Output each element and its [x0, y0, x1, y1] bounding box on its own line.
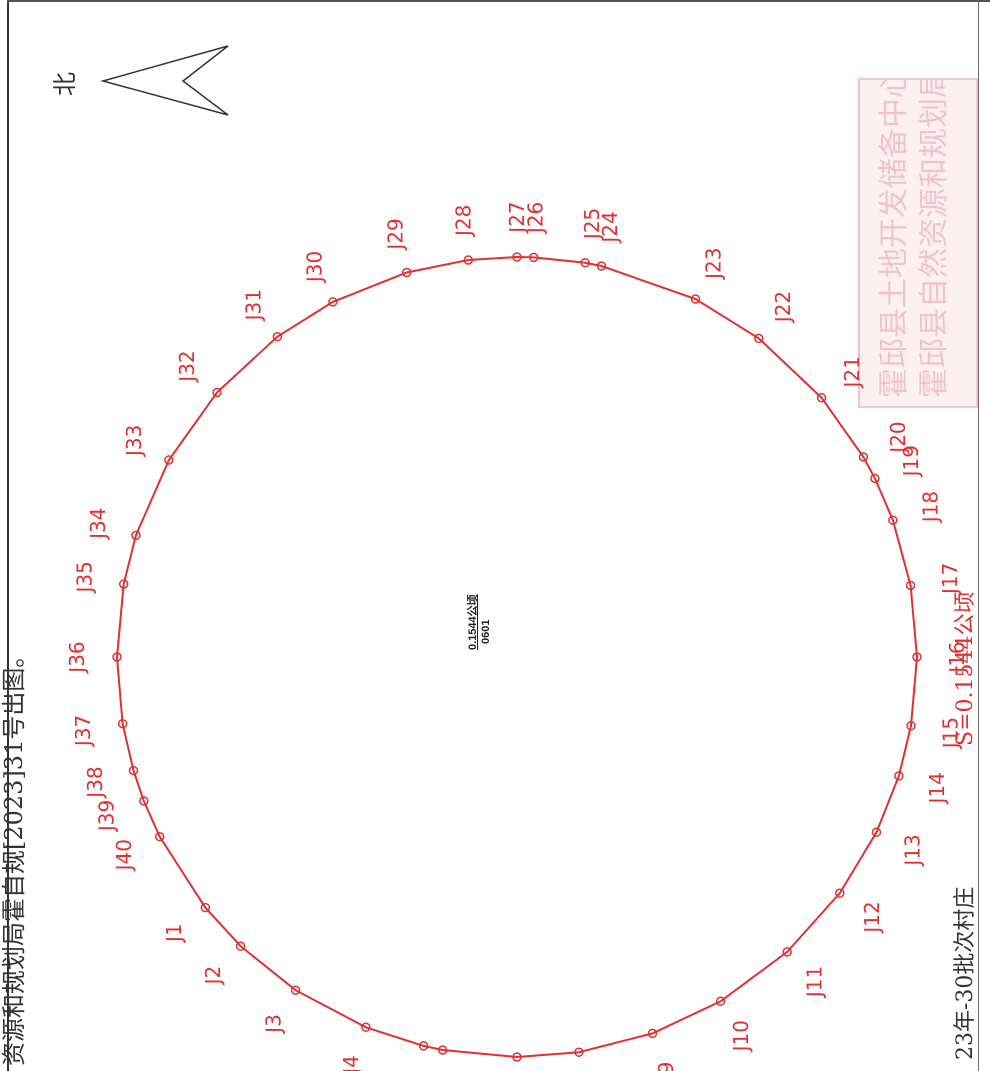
vertex-marker-j33	[164, 455, 174, 465]
north-arrow	[100, 45, 229, 116]
vertex-label-j14: J14	[925, 772, 949, 805]
vertex-label-j28: J28	[451, 205, 475, 238]
vertex-label-j38: J38	[83, 766, 107, 799]
frame-right-border	[978, 0, 979, 1071]
vertex-marker-j30	[328, 297, 338, 307]
vertex-label-j29: J29	[384, 218, 408, 251]
vertex-label-j30: J30	[303, 251, 327, 284]
vertex-marker-j4	[361, 1022, 371, 1033]
vertex-marker-j39	[139, 796, 149, 806]
boundary-vertices	[112, 252, 922, 1062]
vertex-label-j21: J21	[840, 356, 864, 389]
vertex-label-j22: J22	[771, 291, 795, 324]
vertex-label-j36: J36	[65, 641, 89, 674]
vertex-label-j37: J37	[71, 715, 95, 748]
vertex-marker-j16	[912, 652, 922, 662]
boundary-vertex-labels: J1J2J3J4J5J6J7J8J9J10J11J12J13J14J15J16J…	[65, 201, 969, 1071]
vertex-label-j25: J25	[580, 208, 604, 241]
vertex-marker-j12	[835, 888, 845, 898]
vertex-marker-j3	[290, 985, 301, 995]
vertex-label-j17: J17	[938, 563, 962, 596]
north-arrow-icon	[100, 45, 229, 116]
vertex-marker-j34	[131, 530, 141, 541]
vertex-label-j19: J19	[899, 445, 923, 478]
vertex-marker-j11	[782, 947, 792, 957]
vertex-marker-j28	[463, 255, 474, 265]
parcel-village-label: 23年-30批次村庄	[953, 886, 978, 1060]
vertex-label-j9: J9	[654, 1062, 678, 1071]
vertex-label-j26: J26	[523, 202, 547, 235]
vertex-marker-j25	[580, 258, 590, 268]
vertex-marker-j24	[596, 261, 607, 271]
vertex-marker-j10	[715, 996, 726, 1007]
vertex-marker-j17	[905, 580, 916, 591]
vertex-label-j33: J33	[122, 425, 146, 458]
vertex-label-j18: J18	[919, 491, 943, 524]
vertex-label-j2: J2	[201, 966, 225, 987]
vertex-label-j20: J20	[886, 421, 910, 454]
parcel-area-label: S=0.1544公顷	[953, 591, 978, 746]
center-area-text: 0.1544公顷	[467, 594, 479, 650]
vertex-label-j12: J12	[860, 901, 884, 934]
vertex-marker-j9	[647, 1028, 658, 1039]
vertex-marker-j26	[529, 252, 539, 263]
vertex-marker-j31	[272, 331, 283, 342]
vertex-marker-j19	[870, 473, 880, 484]
vertex-label-j11: J11	[802, 966, 826, 999]
vertex-label-j16: J16	[945, 641, 969, 674]
vertex-marker-j21	[816, 393, 827, 403]
parcel-boundary	[115, 255, 919, 1059]
vertex-marker-j32	[212, 387, 222, 398]
vertex-marker-j22	[754, 333, 764, 344]
vertex-label-j4: J4	[339, 1055, 363, 1071]
vertex-label-j1: J1	[162, 923, 186, 944]
vertex-marker-j20	[858, 452, 869, 462]
vertex-marker-j38	[128, 765, 139, 776]
vertex-label-j32: J32	[175, 350, 199, 383]
vertex-marker-j18	[888, 515, 898, 525]
official-stamp: 霍邱县土地开发储备中心 霍邱县自然资源和规划局	[858, 78, 978, 408]
vertex-label-j24: J24	[598, 211, 622, 244]
vertex-marker-j8	[574, 1047, 584, 1057]
vertex-marker-j27	[512, 252, 522, 262]
vertex-marker-j5	[418, 1041, 429, 1051]
vertex-label-j15: J15	[938, 717, 962, 750]
vertex-marker-j6	[437, 1045, 448, 1055]
north-label: 北	[51, 72, 79, 96]
vertex-marker-j13	[871, 827, 882, 838]
vertex-marker-j2	[235, 941, 246, 951]
vertex-marker-j40	[154, 831, 165, 842]
vertex-marker-j14	[894, 771, 904, 781]
vertex-label-j31: J31	[241, 289, 265, 322]
vertex-marker-j23	[690, 294, 701, 304]
vertex-label-j13: J13	[901, 834, 925, 867]
vertex-label-j27: J27	[505, 201, 529, 234]
vertex-label-j23: J23	[701, 248, 725, 281]
vertex-label-j35: J35	[72, 561, 96, 594]
vertex-marker-j37	[117, 718, 128, 729]
frame-left-border	[7, 0, 9, 1071]
vertex-label-j34: J34	[86, 508, 110, 541]
vertex-label-j40: J40	[112, 839, 136, 872]
vertex-marker-j15	[906, 721, 916, 731]
vertex-label-j39: J39	[95, 800, 119, 833]
center-code-text: 0601	[480, 619, 492, 644]
vertex-marker-j36	[112, 652, 122, 662]
vertex-marker-j35	[118, 579, 129, 589]
vertex-marker-j29	[401, 267, 412, 278]
frame-top-border	[7, 0, 990, 2]
vertex-marker-j7	[512, 1052, 522, 1062]
vertex-marker-j1	[200, 902, 211, 913]
vertex-label-j10: J10	[729, 1020, 753, 1053]
vertex-label-j3: J3	[262, 1014, 286, 1035]
note-text: 资源和规划局霍自规[2023]31号出图。	[0, 643, 28, 1066]
